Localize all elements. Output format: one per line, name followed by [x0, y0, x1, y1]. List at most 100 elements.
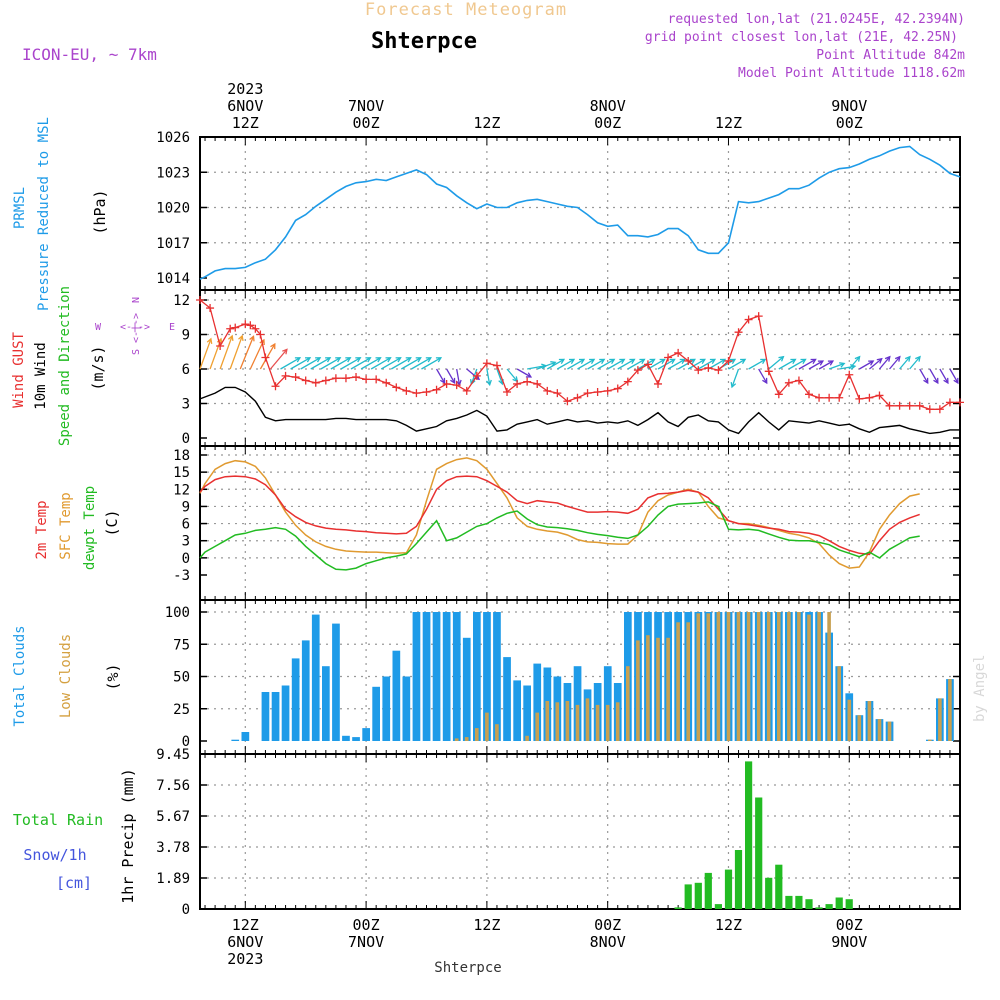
total-cloud-bar: [311, 614, 320, 741]
gust-marker: [442, 379, 451, 388]
gust-marker: [724, 356, 733, 365]
total-cloud-bar: [271, 692, 280, 741]
clouds-unit-label: (%): [104, 663, 122, 690]
wind-arrow-head: [827, 360, 835, 366]
wind-arrow: [949, 368, 959, 384]
wind-arrow-head: [730, 381, 737, 389]
gust-marker: [865, 393, 874, 402]
total-cloud-bar: [322, 666, 330, 741]
wind-arrow-head: [425, 357, 432, 363]
wind-arrow-head: [810, 358, 817, 365]
gust-marker: [633, 366, 642, 375]
y-tick-label: 9: [182, 499, 190, 515]
wind-arrow-head: [868, 360, 875, 366]
rain-bar: [745, 761, 753, 909]
wind-arrow: [567, 358, 585, 370]
low-cloud-bar: [797, 612, 801, 741]
wind-arrow-head: [854, 355, 861, 362]
panels-group: 10141017102010231026036912-3036912151802…: [156, 130, 964, 918]
gust-marker: [875, 391, 884, 400]
wind-arrow-head: [709, 358, 717, 365]
wind-arrow: [768, 356, 784, 370]
low-cloud-bar: [595, 704, 600, 741]
wind-arrow-head: [729, 358, 737, 365]
gust-marker: [482, 359, 491, 368]
low-cloud-bar: [746, 612, 751, 741]
gust-marker: [805, 390, 814, 399]
wind-arrow: [380, 357, 401, 370]
y-tick-label: 1023: [156, 165, 190, 181]
wind-arrow-head: [385, 357, 392, 363]
bottom-time-label: 12Z: [473, 916, 500, 934]
wind-arrow: [697, 358, 716, 370]
low-cloud-bar: [716, 612, 721, 741]
total-cloud-bar: [462, 637, 471, 741]
compass-east-label: E: [169, 322, 175, 333]
pressure-label-prmsl: PRMSL: [12, 187, 28, 229]
wind-arrow: [748, 358, 766, 370]
total-cloud-bar: [422, 612, 431, 741]
rain-bar: [674, 907, 682, 909]
total-cloud-bar: [513, 680, 521, 741]
low-clouds-label: Low Clouds: [58, 634, 74, 718]
pressure-unit-label: (hPa): [91, 189, 109, 234]
total-cloud-bar: [291, 658, 300, 741]
low-cloud-bar: [857, 715, 862, 741]
gust-marker: [241, 320, 250, 329]
wind-arrow-head: [335, 357, 342, 363]
low-cloud-bar: [948, 679, 952, 741]
gust-marker: [523, 377, 532, 386]
wind-arrow-head: [304, 357, 312, 363]
gust-marker: [573, 393, 582, 402]
wind-arrow-head: [206, 337, 213, 345]
wind-arrow: [818, 360, 834, 370]
low-cloud-bar: [706, 613, 711, 741]
top-time-label: 00Z: [594, 114, 621, 132]
wind-arrow: [527, 365, 547, 370]
chart-title: Forecast Meteogram: [365, 0, 567, 20]
low-cloud-bar: [928, 739, 932, 741]
wind-arrow-head: [325, 357, 332, 363]
total-cloud-bar: [372, 686, 380, 741]
wind-arrow: [889, 356, 901, 370]
snow-label: Snow/1h: [23, 846, 86, 864]
wind-arrow-head: [315, 357, 322, 363]
wind-arrow: [929, 368, 939, 384]
total-clouds-label: Total Clouds: [12, 625, 28, 726]
wind-arrow: [516, 368, 532, 378]
top-time-label: 00Z: [836, 114, 863, 132]
wind-arrow: [199, 338, 212, 370]
gust-marker: [196, 296, 204, 304]
wind-arrow: [390, 357, 411, 370]
wind-arrow-head: [345, 357, 352, 363]
low-cloud-bar: [847, 699, 852, 741]
wind-arrow-head: [599, 358, 606, 365]
wind-panel: 0 3 6 9 12: [173, 289, 964, 447]
wind-speed-direction-label: Speed and Direction: [57, 286, 73, 446]
gust-marker: [251, 324, 260, 333]
gust-marker: [855, 394, 864, 403]
total-cloud-bar: [332, 623, 340, 741]
gust-marker: [412, 389, 421, 398]
gust-marker: [311, 378, 320, 387]
bottom-time-label: 00Z: [594, 916, 621, 934]
gust-marker: [794, 376, 803, 385]
wind-arrow: [657, 358, 675, 370]
y-tick-label: 5.67: [156, 809, 190, 825]
low-cloud-bar: [525, 735, 529, 741]
low-cloud-bar: [736, 612, 741, 741]
wind-arrow: [828, 362, 845, 370]
gust-marker: [895, 401, 904, 410]
compass-south-label: S: [131, 349, 142, 355]
station-name: Shterpce: [371, 29, 477, 54]
pressure-grid: [200, 137, 960, 290]
y-tick-label: 12: [173, 293, 190, 309]
gust-marker: [956, 398, 964, 407]
wind-arrow-head: [679, 358, 686, 365]
total-rain-label: Total Rain: [13, 811, 103, 829]
low-cloud-bar: [807, 614, 811, 741]
total-cloud-bar: [301, 640, 310, 741]
